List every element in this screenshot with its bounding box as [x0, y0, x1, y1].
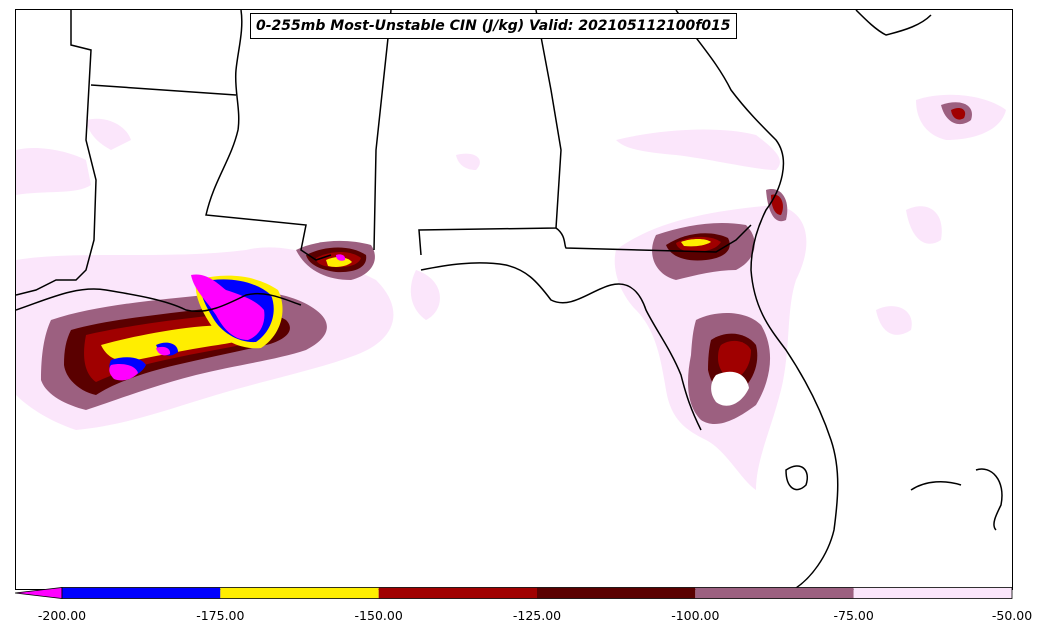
colorbar-band: [220, 587, 379, 599]
state-boundaries: [16, 10, 1003, 589]
colorbar-tick-label: -50.00: [991, 608, 1033, 623]
colorbar-band: [62, 587, 221, 599]
colorbar-extend-triangle: [15, 587, 63, 599]
cin-map: [16, 10, 1006, 589]
map-panel: [15, 9, 1013, 590]
colorbar-tick-label: -150.00: [354, 608, 403, 623]
colorbar-outline: [61, 587, 1013, 599]
colorbar-tick-label: -75.00: [833, 608, 874, 623]
colorbar-tick-label: -100.00: [671, 608, 720, 623]
colorbar-band: [378, 587, 537, 599]
colorbar-tick-label: -200.00: [37, 608, 87, 623]
colorbar-tick-label: -125.00: [512, 608, 562, 623]
colorbar: [15, 587, 1013, 599]
map-title: 0-255mb Most-Unstable CIN (J/kg) Valid: …: [250, 13, 737, 39]
colorbar-band: [695, 587, 854, 599]
florida-clear-area: [711, 371, 749, 406]
colorbar-bands: [15, 587, 1013, 599]
colorbar-tick-label: -175.00: [196, 608, 245, 623]
colorbar-band: [537, 587, 696, 599]
cin-band-light-pink: [16, 94, 1006, 490]
cin-band-magenta: [109, 254, 346, 381]
colorbar-band: [853, 587, 1012, 599]
